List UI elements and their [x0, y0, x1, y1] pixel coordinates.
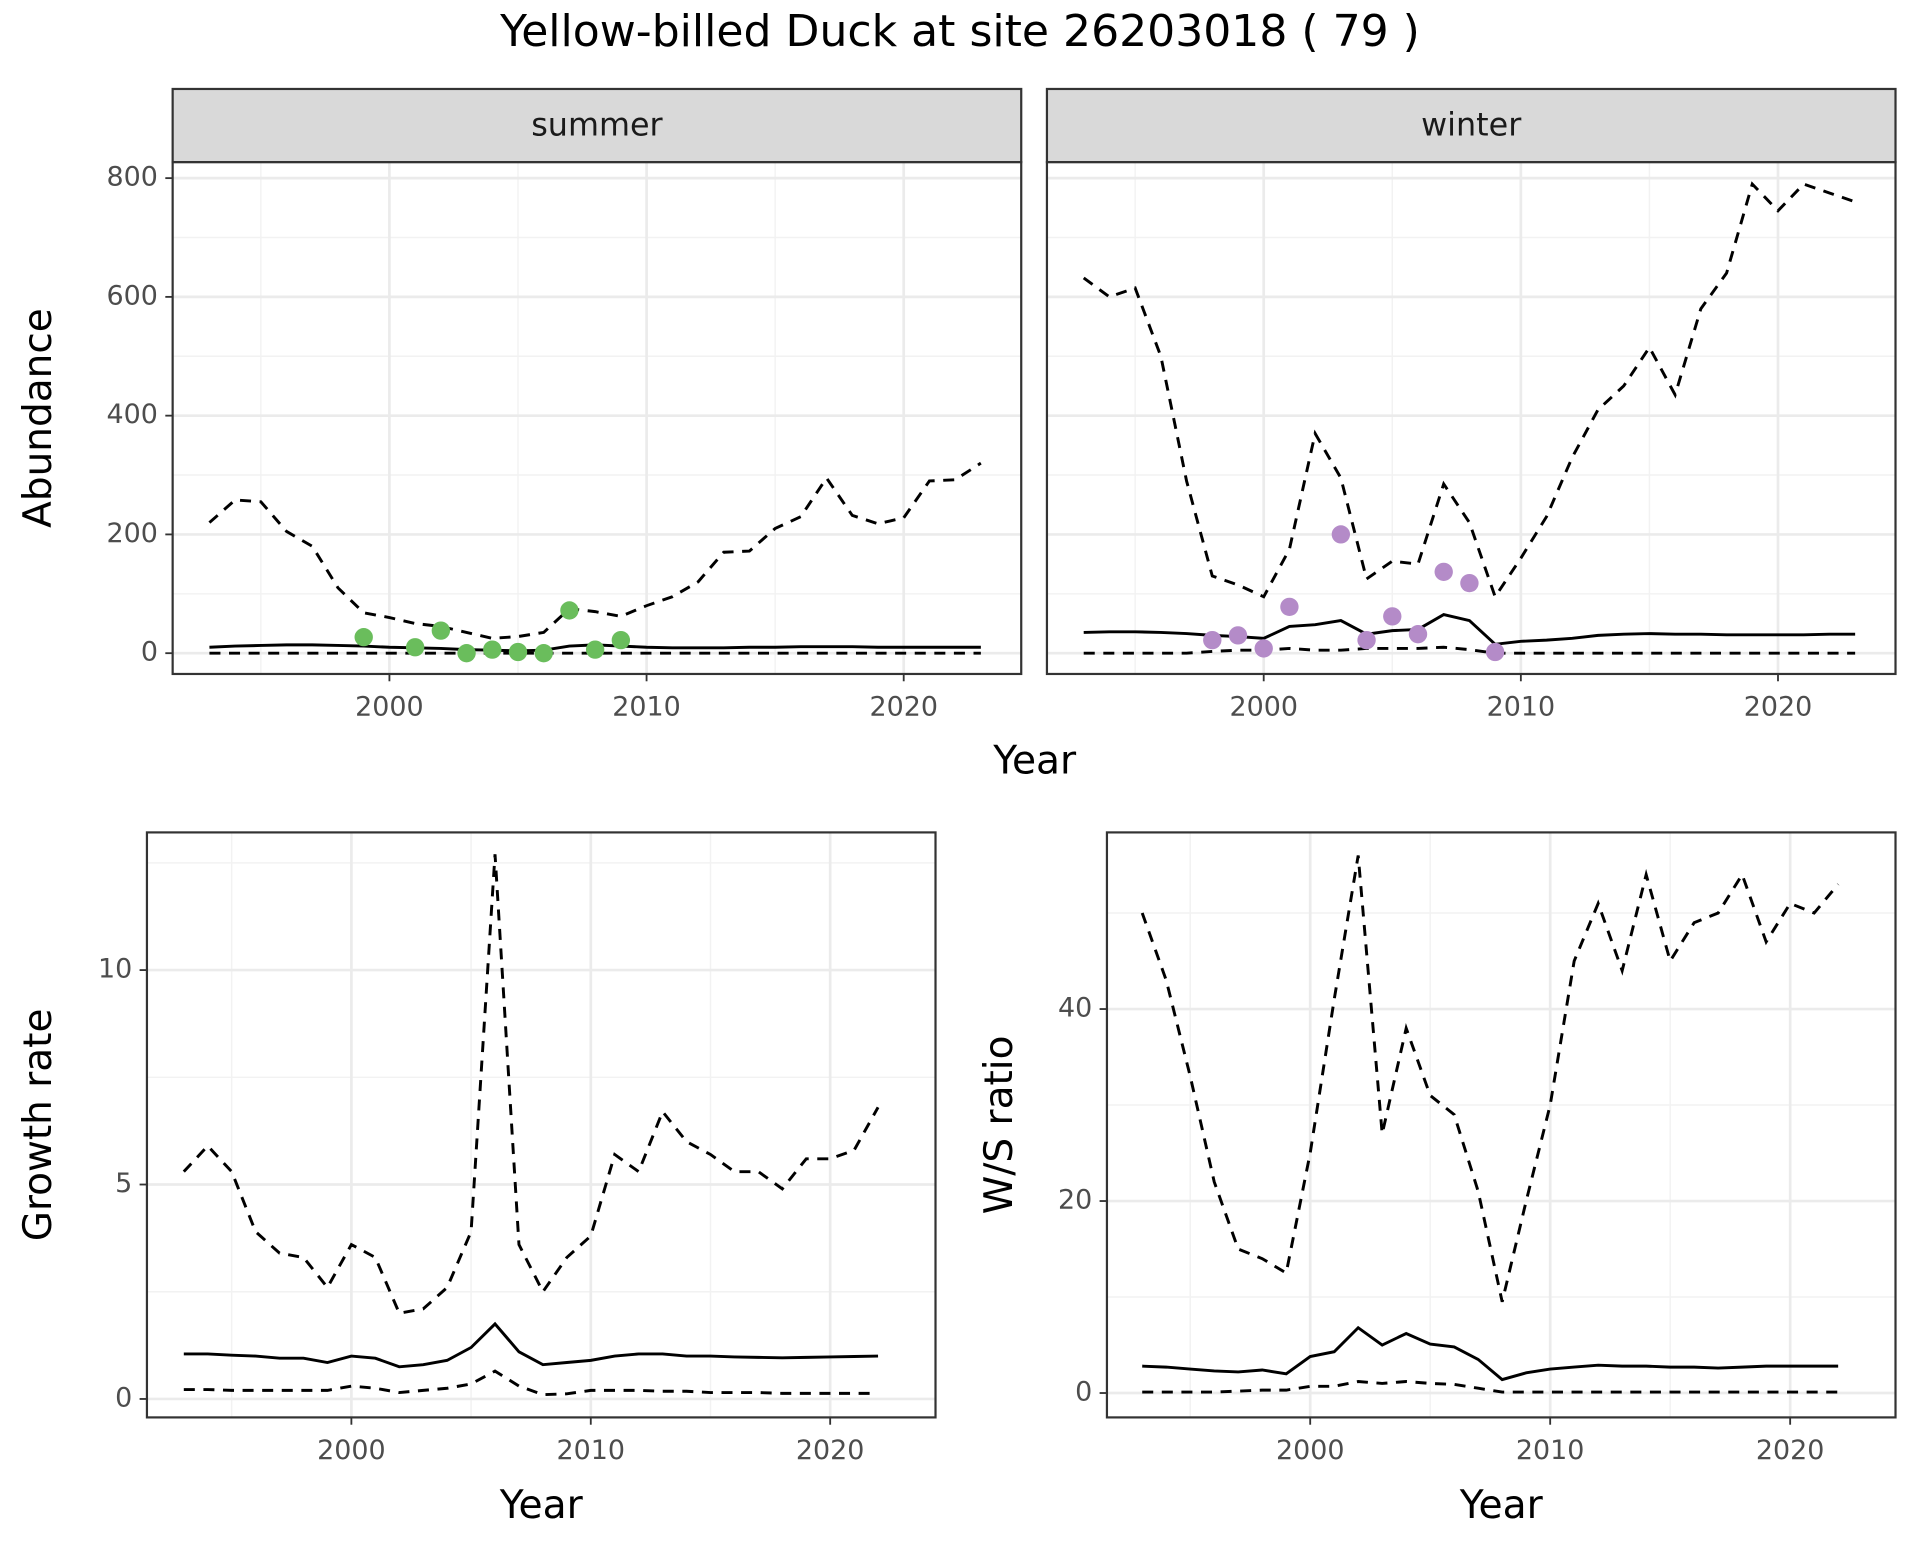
- y-tick-label: 10: [98, 954, 132, 985]
- data-point: [1357, 630, 1376, 650]
- panel-background: [1106, 832, 1896, 1418]
- data-point: [1485, 642, 1505, 662]
- strip: [171, 87, 1023, 164]
- x-axis-title: Year: [1459, 1483, 1544, 1528]
- x-tick-label: 2020: [1756, 1435, 1825, 1466]
- data-point: [1434, 562, 1453, 581]
- strip-label: winter: [1421, 108, 1522, 144]
- x-tick-label: 2010: [1487, 692, 1556, 723]
- y-tick-label: 40: [1058, 993, 1092, 1024]
- x-tick-label: 2010: [612, 692, 681, 723]
- data-point: [354, 628, 373, 647]
- x-tick-label: 2000: [1276, 1435, 1345, 1466]
- y-axis-title: W/S ratio: [977, 1036, 1022, 1215]
- data-point: [1408, 625, 1428, 644]
- data-point: [483, 640, 502, 659]
- panel-border: [1105, 831, 1897, 1419]
- data-point: [560, 601, 579, 620]
- y-tick-label: 20: [1058, 1185, 1092, 1216]
- data-point: [585, 640, 605, 659]
- data-point: [508, 642, 528, 662]
- x-tick-label: 2010: [1516, 1435, 1585, 1466]
- x-tick-label: 2000: [355, 692, 424, 723]
- y-tick-label: 0: [141, 637, 158, 668]
- data-point: [1383, 607, 1402, 626]
- panel-background: [172, 162, 1022, 674]
- series-line: [208, 461, 982, 640]
- series-line: [1142, 1325, 1839, 1382]
- series-line: [1140, 855, 1840, 1303]
- series-line: [182, 854, 880, 1315]
- x-tick-label: 2020: [1744, 692, 1813, 723]
- data-point: [534, 644, 553, 663]
- x-tick-label: 2020: [796, 1435, 865, 1466]
- y-tick-label: 800: [107, 162, 158, 193]
- data-point: [1254, 639, 1273, 658]
- data-point: [1460, 573, 1479, 593]
- strip: [1045, 87, 1897, 164]
- series-line: [1082, 181, 1856, 601]
- x-tick-label: 2020: [869, 692, 938, 723]
- x-axis-title: Year: [499, 1483, 584, 1528]
- data-point: [1331, 525, 1351, 544]
- data-point: [1228, 626, 1248, 645]
- y-axis-title: Abundance: [16, 308, 61, 528]
- x-tick-label: 2010: [557, 1435, 626, 1466]
- data-point: [405, 638, 425, 657]
- strip-label: summer: [531, 108, 663, 144]
- x-axis-title: Year: [992, 738, 1077, 783]
- data-point: [611, 630, 631, 650]
- series-line: [183, 1321, 879, 1369]
- series-line: [183, 1369, 879, 1397]
- y-tick-label: 600: [107, 280, 158, 311]
- panel-border: [145, 831, 937, 1419]
- data-point: [431, 621, 451, 640]
- x-tick-label: 2000: [1229, 692, 1298, 723]
- y-tick-label: 0: [1075, 1377, 1092, 1408]
- y-tick-label: 200: [107, 518, 158, 549]
- data-point: [1280, 597, 1299, 617]
- y-axis-title: Growth rate: [16, 1009, 61, 1242]
- x-tick-label: 2000: [317, 1435, 386, 1466]
- y-tick-label: 0: [115, 1383, 132, 1414]
- data-point: [1203, 630, 1222, 650]
- figure-title: Yellow-billed Duck at site 26203018 ( 79…: [499, 6, 1420, 57]
- y-tick-label: 5: [115, 1168, 132, 1199]
- data-point: [457, 644, 476, 663]
- panel-background: [146, 832, 936, 1418]
- y-tick-label: 400: [107, 399, 158, 430]
